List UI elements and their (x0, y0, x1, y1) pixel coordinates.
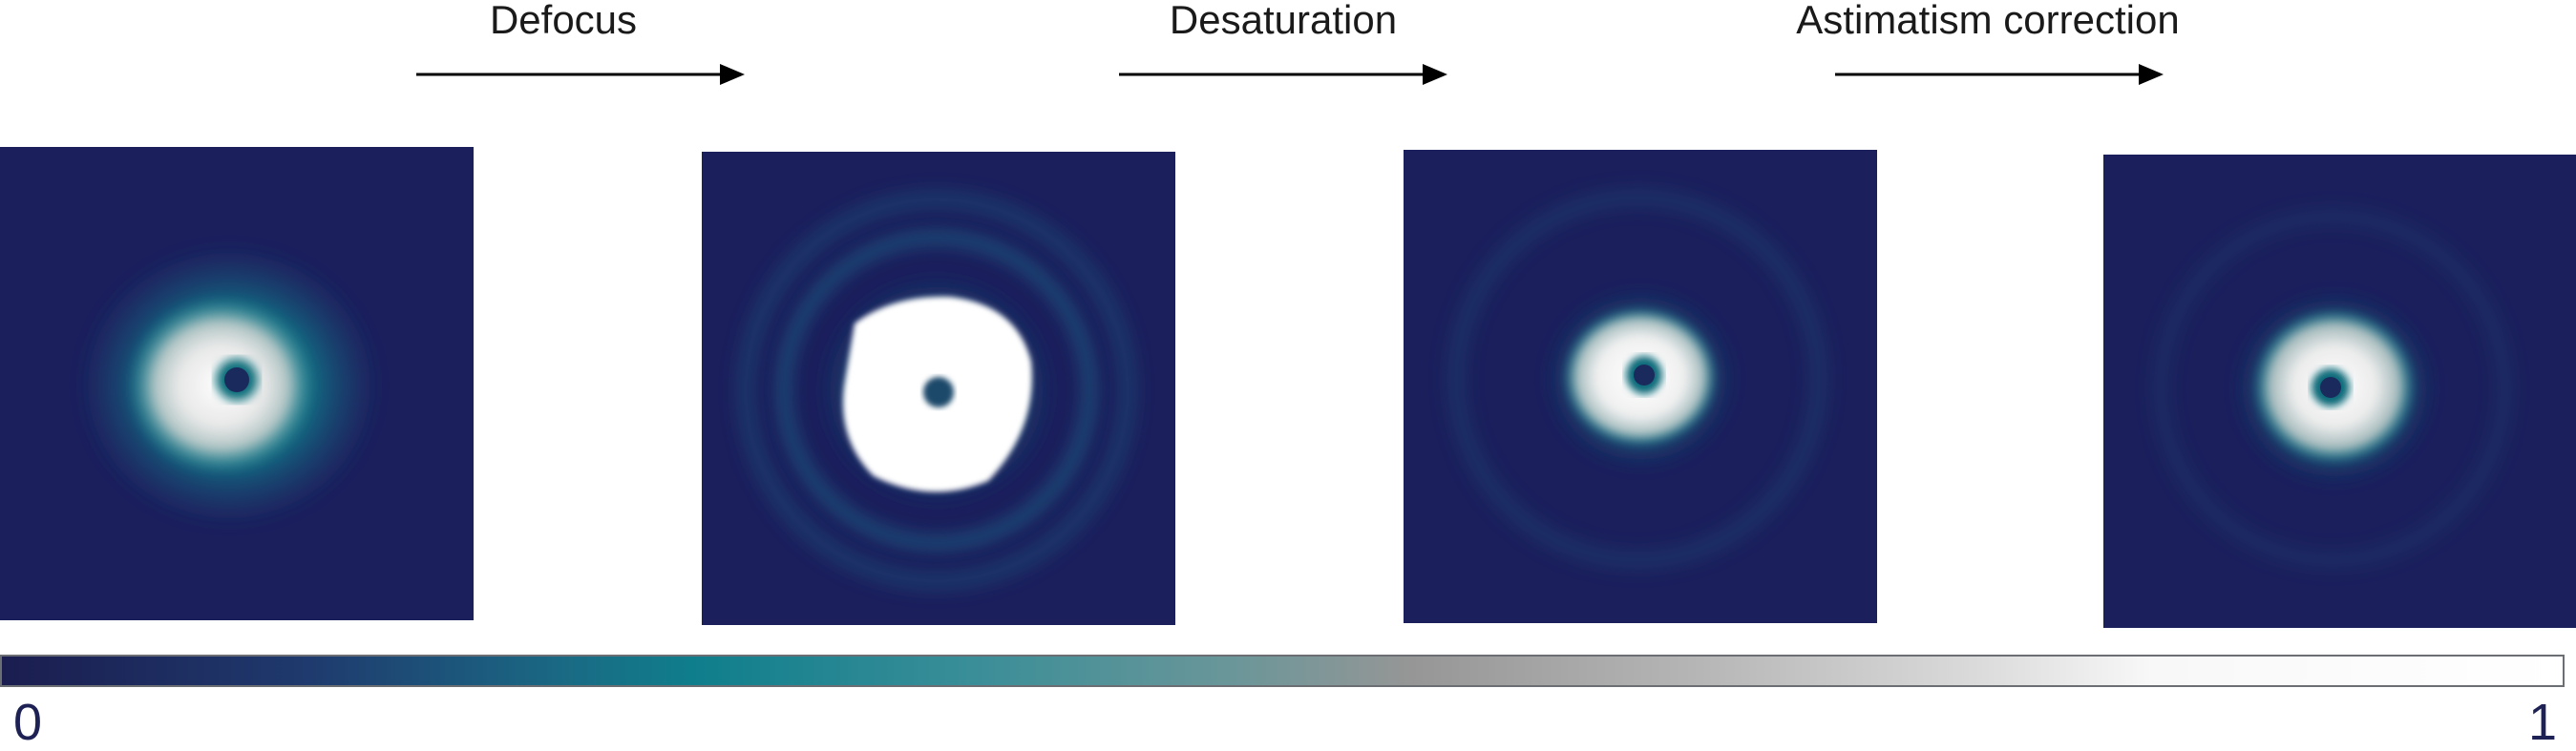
arrow-defocus (416, 55, 745, 94)
colorbar-max-label: 1 (2528, 694, 2558, 751)
arrow-right-icon (1835, 64, 2164, 85)
beam-image-initial (0, 147, 474, 620)
step-label-astimatism-correction: Astimatism correction (1796, 0, 2180, 42)
arrow-right-icon (416, 64, 745, 85)
arrow-desaturation (1119, 55, 1447, 94)
beam-image-astimatism-correction (2103, 155, 2576, 628)
beam-image-desaturation (1404, 150, 1877, 623)
arrow-astimatism-correction (1835, 55, 2164, 94)
colorbar-min-label: 0 (13, 694, 43, 751)
intensity-colorbar (0, 655, 2565, 687)
step-label-desaturation: Desaturation (1169, 0, 1398, 42)
step-label-defocus: Defocus (489, 0, 638, 42)
arrow-right-icon (1119, 64, 1447, 85)
beam-image-defocus (702, 152, 1175, 625)
